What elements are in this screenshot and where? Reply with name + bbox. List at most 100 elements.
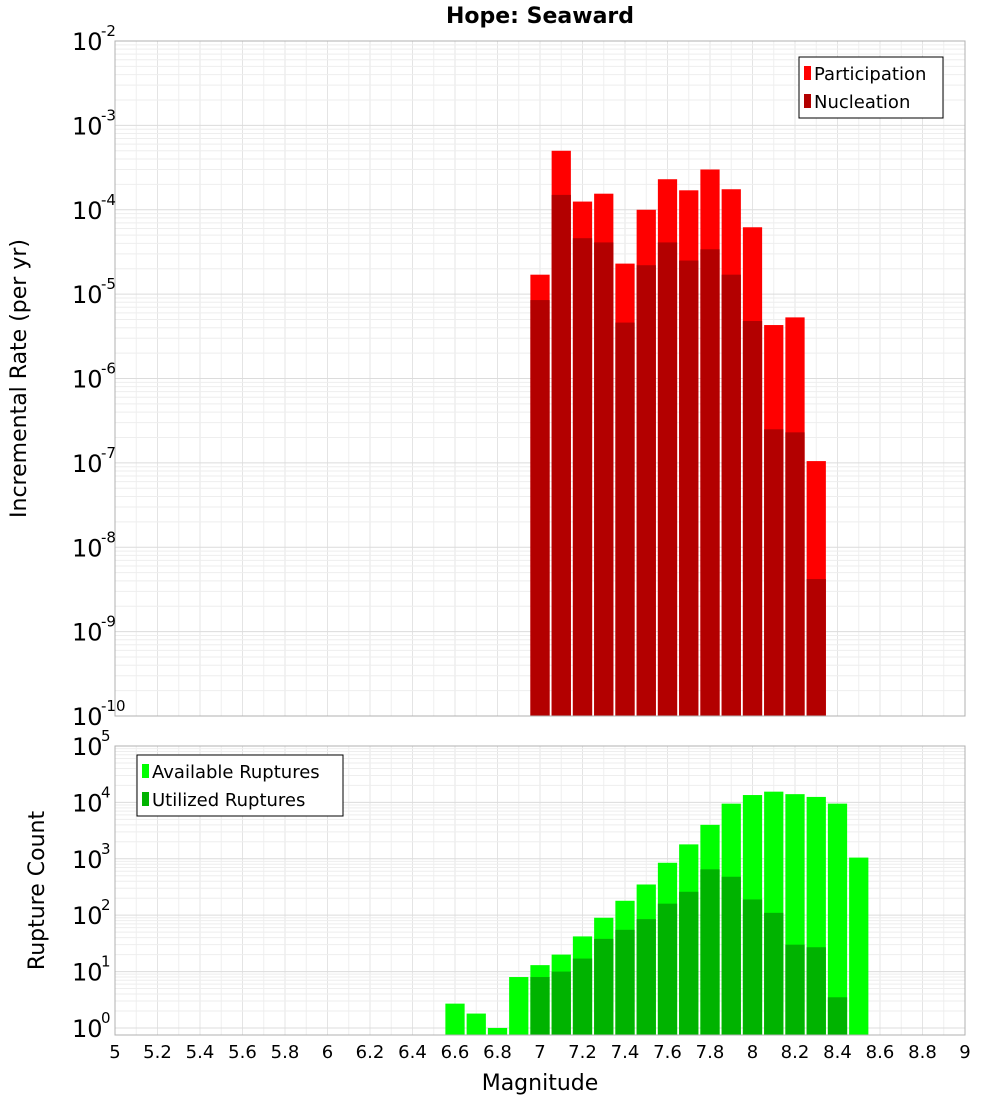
y-axis-label: Rupture Count — [25, 811, 50, 971]
legend-item: Utilized Ruptures — [152, 790, 305, 811]
x-tick-label: 6.6 — [441, 1042, 470, 1063]
x-tick-labels: 5 5.2 5.4 5.6 5.8 6 6.2 6.4 6.6 6.8 7 7.2 7.4 7.6 7.8 8… — [109, 1042, 970, 1063]
y-tick-exponent: -7 — [101, 444, 116, 462]
bar-available-ruptures — [487, 1027, 508, 1035]
y-tick-exponent: 4 — [101, 783, 111, 801]
x-tick-label: 8.2 — [781, 1042, 810, 1063]
bar-utilized-ruptures — [572, 958, 593, 1035]
bar-utilized-ruptures — [764, 912, 784, 1035]
bar-nucleation — [742, 321, 763, 716]
legend: Available Ruptures Utilized Ruptures — [136, 754, 344, 817]
bar-available-ruptures — [509, 977, 529, 1035]
bar-nucleation — [657, 242, 678, 716]
y-tick-exponent: -8 — [101, 528, 116, 546]
bar-utilized-ruptures — [551, 971, 571, 1035]
x-tick-label: 6.8 — [483, 1042, 512, 1063]
legend-item: Nucleation — [814, 92, 910, 113]
x-tick-label: 8.6 — [866, 1042, 895, 1063]
bar-nucleation — [764, 429, 784, 716]
y-tick-exponent: 0 — [101, 1009, 111, 1027]
y-tick-exponent: -2 — [101, 22, 116, 40]
legend-box — [136, 754, 344, 817]
y-tick-label: 10 — [72, 619, 103, 647]
y-tick-label: 10 — [72, 112, 103, 140]
y-tick-exponent: 2 — [101, 896, 111, 914]
chart-panel-1: 10-1010-910-810-710-610-510-410-310-2Inc… — [7, 4, 966, 731]
x-tick-label: 5.2 — [143, 1042, 172, 1063]
bar-nucleation — [551, 194, 571, 716]
bar-utilized-ruptures — [827, 997, 848, 1035]
y-tick-label: 10 — [72, 450, 103, 478]
x-tick-label: 7.6 — [653, 1042, 682, 1063]
y-tick-exponent: -3 — [101, 106, 116, 124]
bars — [445, 791, 869, 1035]
bars — [530, 150, 826, 717]
bar-utilized-ruptures — [615, 929, 635, 1035]
bar-nucleation — [785, 432, 805, 716]
y-tick-label: 10 — [72, 959, 103, 987]
legend-swatch — [142, 792, 149, 806]
y-tick-label: 10 — [72, 846, 103, 874]
bar-utilized-ruptures — [679, 891, 699, 1035]
bar-nucleation — [806, 579, 826, 716]
y-tick-label: 10 — [72, 281, 103, 309]
bar-nucleation — [636, 265, 656, 716]
y-tick-label: 10 — [72, 1015, 103, 1043]
chart-title: Hope: Seaward — [446, 4, 634, 29]
y-tick-exponent: 1 — [101, 953, 111, 971]
y-tick-label: 10 — [72, 733, 103, 761]
bar-utilized-ruptures — [636, 919, 656, 1035]
bar-utilized-ruptures — [700, 869, 720, 1035]
bar-available-ruptures — [445, 1003, 465, 1035]
x-tick-label: 5 — [109, 1042, 120, 1063]
y-tick-exponent: -6 — [101, 360, 116, 378]
x-tick-label: 8 — [747, 1042, 758, 1063]
bar-available-ruptures — [849, 857, 869, 1035]
bar-nucleation — [721, 274, 741, 716]
bar-nucleation — [530, 300, 550, 716]
y-tick-exponent: 3 — [101, 840, 111, 858]
x-tick-label: 6 — [322, 1042, 333, 1063]
y-tick-label: 10 — [72, 902, 103, 930]
y-tick-exponent: -10 — [101, 697, 126, 715]
bar-nucleation — [594, 242, 614, 716]
bar-utilized-ruptures — [806, 947, 826, 1035]
x-tick-label: 6.4 — [398, 1042, 427, 1063]
y-tick-exponent: -9 — [101, 613, 116, 631]
bar-utilized-ruptures — [785, 944, 805, 1035]
y-axis-label: Incremental Rate (per yr) — [7, 239, 32, 518]
y-tick-exponent: 5 — [101, 727, 111, 745]
x-tick-label: 6.2 — [356, 1042, 385, 1063]
plot-border — [114, 745, 966, 1036]
y-tick-label: 10 — [72, 789, 103, 817]
bar-utilized-ruptures — [721, 876, 741, 1035]
legend: Participation Nucleation — [798, 56, 944, 119]
y-tick-exponent: -5 — [101, 275, 116, 293]
legend-swatch — [142, 764, 149, 778]
bar-available-ruptures — [827, 803, 848, 1035]
x-tick-label: 8.4 — [823, 1042, 852, 1063]
legend-item: Available Ruptures — [152, 762, 320, 783]
legend-swatch — [804, 94, 811, 108]
bar-utilized-ruptures — [657, 903, 678, 1035]
bar-utilized-ruptures — [530, 977, 550, 1035]
x-tick-label: 8.8 — [908, 1042, 937, 1063]
x-axis-label: Magnitude — [482, 1071, 599, 1096]
x-tick-label: 9 — [959, 1042, 970, 1063]
legend-box — [798, 56, 944, 119]
bar-available-ruptures — [466, 1013, 486, 1035]
x-tick-label: 5.8 — [271, 1042, 300, 1063]
legend-swatch — [804, 66, 811, 80]
y-tick-label: 10 — [72, 197, 103, 225]
x-tick-label: 5.6 — [228, 1042, 257, 1063]
y-tick-label: 10 — [72, 366, 103, 394]
x-tick-label: 7.8 — [696, 1042, 725, 1063]
y-tick-label: 10 — [72, 703, 103, 731]
bar-nucleation — [615, 322, 635, 716]
bar-nucleation — [700, 249, 720, 716]
